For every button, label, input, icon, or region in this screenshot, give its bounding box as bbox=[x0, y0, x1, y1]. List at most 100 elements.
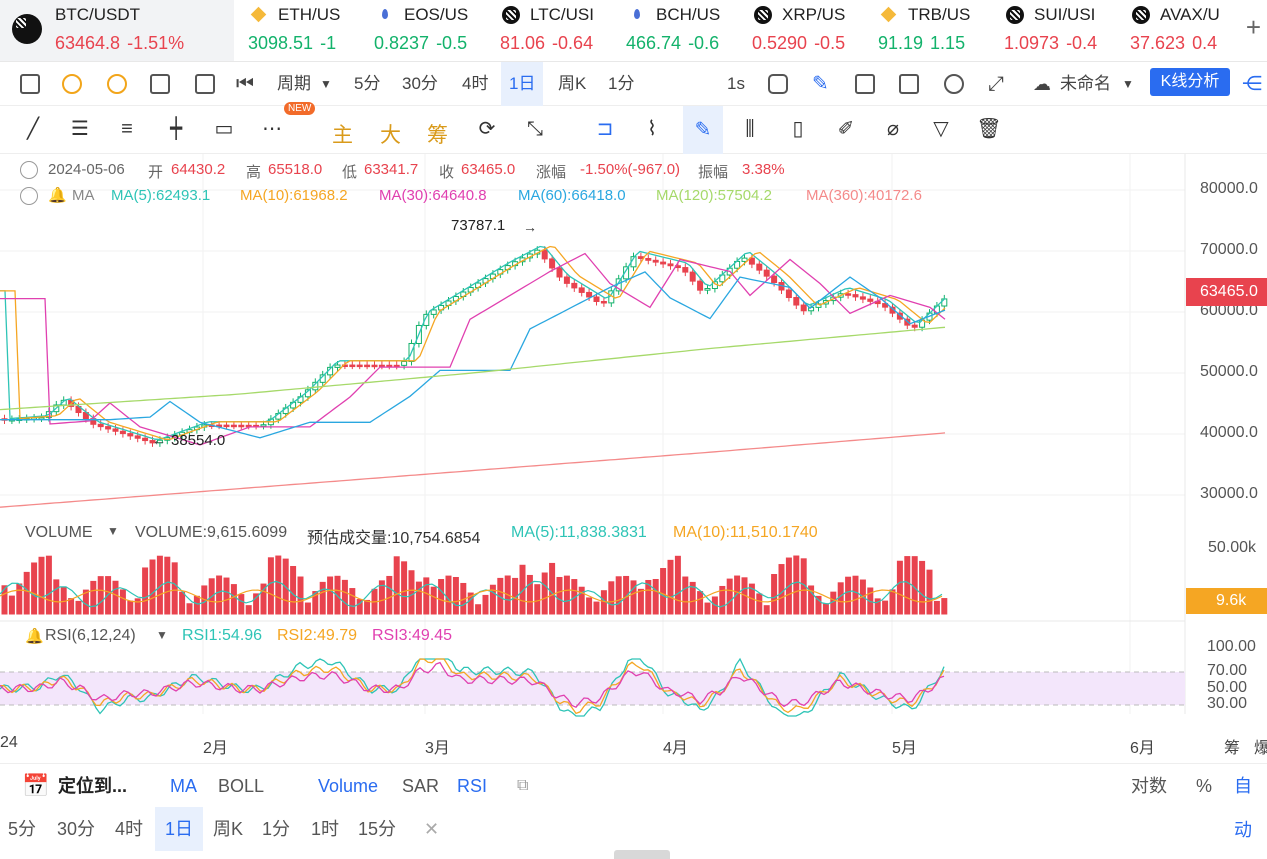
add-indicator-icon[interactable] bbox=[855, 74, 875, 94]
bottom-interval[interactable]: 30分 bbox=[57, 819, 96, 839]
refresh-tool-icon[interactable]: ⟳ bbox=[478, 118, 496, 140]
chevron-down-icon[interactable]: ▼ bbox=[156, 628, 168, 642]
measure-tool-icon[interactable]: ⤡ bbox=[527, 118, 543, 140]
indicator-rsi[interactable]: RSI bbox=[457, 776, 488, 796]
bottom-interval[interactable]: 1日 bbox=[155, 807, 204, 851]
collapse-icon[interactable] bbox=[20, 187, 38, 205]
chips-button[interactable]: 筹 bbox=[427, 124, 448, 147]
bell-icon[interactable]: 🔔 bbox=[25, 628, 44, 645]
ticker-eosus[interactable]: EOS/US 0.8237 -0.5 bbox=[372, 0, 490, 61]
ticker-ltcusi[interactable]: LTC/USI 81.06 -0.64 bbox=[498, 0, 616, 61]
interval-0[interactable]: 5分 bbox=[354, 74, 381, 93]
volume-bar bbox=[8, 595, 15, 615]
filter-tool-icon[interactable]: ▽ bbox=[933, 118, 949, 140]
candle bbox=[549, 258, 556, 269]
lightning-icon[interactable] bbox=[107, 74, 127, 94]
resize-handle[interactable] bbox=[614, 850, 670, 859]
candle bbox=[134, 435, 141, 439]
ruler-tool-icon[interactable]: ⌇ bbox=[647, 118, 657, 140]
external-link-icon[interactable]: ⧉ bbox=[517, 777, 529, 794]
more-tools-icon[interactable]: ⋯ bbox=[262, 118, 282, 140]
settings-icon[interactable] bbox=[944, 74, 964, 94]
magnet-tool-icon[interactable]: ⌀ bbox=[886, 118, 900, 140]
ray-tool-icon[interactable]: ┿ bbox=[169, 118, 183, 140]
seconds-button[interactable]: 1s bbox=[727, 74, 745, 93]
ticker-suiusi[interactable]: SUI/USI 1.0973 -0.4 bbox=[1002, 0, 1120, 61]
interval-5[interactable]: 1分 bbox=[608, 74, 635, 93]
volume-bar bbox=[719, 585, 726, 615]
chart-canvas[interactable]: →← bbox=[0, 154, 1267, 754]
indicator-boll[interactable]: BOLL bbox=[218, 776, 265, 796]
interval-4[interactable]: 周K bbox=[558, 74, 587, 93]
bottom-interval[interactable]: 1分 bbox=[262, 819, 291, 839]
time-axis-label: 6月 bbox=[1130, 740, 1155, 757]
parallel-tool-icon[interactable]: ≡ bbox=[121, 118, 133, 140]
bottom-interval[interactable]: 周K bbox=[213, 819, 244, 839]
camera-icon[interactable] bbox=[768, 74, 788, 94]
big-order-button[interactable]: 大 bbox=[380, 124, 401, 147]
brush-tool-icon[interactable]: ✎ bbox=[683, 106, 723, 154]
cloud-icon[interactable]: ☁ bbox=[1033, 74, 1051, 94]
volume-bar bbox=[896, 560, 903, 615]
battery-tool-icon[interactable]: ▯ bbox=[792, 118, 804, 140]
indicator-volume[interactable]: Volume bbox=[318, 776, 379, 796]
indicator-ma[interactable]: MA bbox=[170, 776, 197, 796]
volume-bar bbox=[1, 585, 8, 615]
rectangle-tool-icon[interactable]: ▭ bbox=[214, 118, 234, 140]
add-ticker-button[interactable]: + bbox=[1245, 12, 1261, 42]
interval-1[interactable]: 30分 bbox=[402, 74, 438, 93]
locate-button[interactable]: 定位到... bbox=[58, 776, 128, 796]
share-icon[interactable]: ⋲ bbox=[1242, 73, 1262, 95]
calendar-icon[interactable]: 📅 bbox=[22, 773, 50, 798]
chevron-down-icon: ▼ bbox=[1122, 77, 1134, 91]
ticker-xrpus[interactable]: XRP/US 0.5290 -0.5 bbox=[750, 0, 868, 61]
template-icon[interactable] bbox=[150, 74, 170, 94]
layout-icon[interactable] bbox=[195, 74, 215, 94]
bell-icon[interactable]: 🔔 bbox=[48, 187, 67, 204]
fullscreen-icon[interactable]: ⤢ bbox=[988, 73, 1004, 95]
bottom-interval[interactable]: 1时 bbox=[311, 819, 340, 839]
note-tool-icon[interactable]: ✐ bbox=[837, 118, 855, 140]
percent-scale-button[interactable]: % bbox=[1196, 776, 1213, 796]
kline-analysis-button[interactable]: K线分析 bbox=[1150, 68, 1230, 96]
volume-bar bbox=[445, 575, 452, 615]
clock-icon[interactable] bbox=[62, 74, 82, 94]
bottom-interval[interactable]: 4时 bbox=[115, 819, 144, 839]
interval-2[interactable]: 4时 bbox=[462, 74, 489, 93]
indicator-sar[interactable]: SAR bbox=[402, 776, 440, 796]
close-icon[interactable]: ✕ bbox=[424, 819, 440, 839]
ticker-trbus[interactable]: TRB/US 91.19 1.15 bbox=[876, 0, 994, 61]
kline-chart[interactable]: → ← 2024-05-06 开 64430.2 高 65518.0 低 6334… bbox=[0, 154, 1267, 754]
ticker-avaxu[interactable]: AVAX/U 37.623 0.4 bbox=[1128, 0, 1246, 61]
bottom-interval[interactable]: 15分 bbox=[358, 819, 397, 839]
calculator-icon[interactable] bbox=[899, 74, 919, 94]
rewind-icon[interactable]: ⏮ bbox=[236, 73, 254, 95]
period-dropdown[interactable]: 周期 bbox=[277, 74, 311, 93]
layout-name[interactable]: 未命名 bbox=[1060, 74, 1111, 93]
ticker-bchus[interactable]: BCH/US 466.74 -0.6 bbox=[624, 0, 742, 61]
main-force-button[interactable]: 主 bbox=[332, 124, 353, 147]
log-scale-button[interactable]: 对数 bbox=[1131, 776, 1167, 796]
line-tool-icon[interactable]: ╱ bbox=[26, 118, 40, 140]
ticker-price-value: 0.8237 bbox=[374, 33, 430, 53]
trash-icon[interactable]: 🗑 bbox=[976, 118, 1002, 140]
candle-tool-icon[interactable]: ⫼ bbox=[745, 118, 755, 140]
candle bbox=[623, 266, 630, 280]
chevron-down-icon[interactable]: ▼ bbox=[107, 524, 119, 538]
bottom-interval[interactable]: 5分 bbox=[8, 819, 37, 839]
bookmark-tool-icon[interactable]: ⊐ bbox=[596, 118, 614, 140]
interval-3[interactable]: 1日 bbox=[501, 62, 544, 106]
ticker-btcusdt[interactable]: BTC/USDT 63464.8 -1.51% bbox=[0, 0, 234, 61]
chart-type-icon[interactable] bbox=[20, 74, 40, 94]
volume-bar bbox=[556, 576, 563, 615]
volume-bar bbox=[267, 557, 274, 615]
hline-tool-icon[interactable]: ☰ bbox=[71, 118, 89, 140]
ticker-ethus[interactable]: ETH/US 3098.51 -1 bbox=[246, 0, 364, 61]
low-arrow: ← bbox=[152, 432, 166, 448]
time-axis-label: 4月 bbox=[663, 740, 688, 757]
auto-scale-button[interactable]: 自动 bbox=[1234, 776, 1252, 840]
pencil-icon[interactable]: ✎ bbox=[812, 73, 829, 95]
collapse-icon[interactable] bbox=[20, 161, 38, 179]
ma-legend-item: MA(360):40172.6 bbox=[806, 187, 922, 204]
volume-bar bbox=[586, 597, 593, 615]
